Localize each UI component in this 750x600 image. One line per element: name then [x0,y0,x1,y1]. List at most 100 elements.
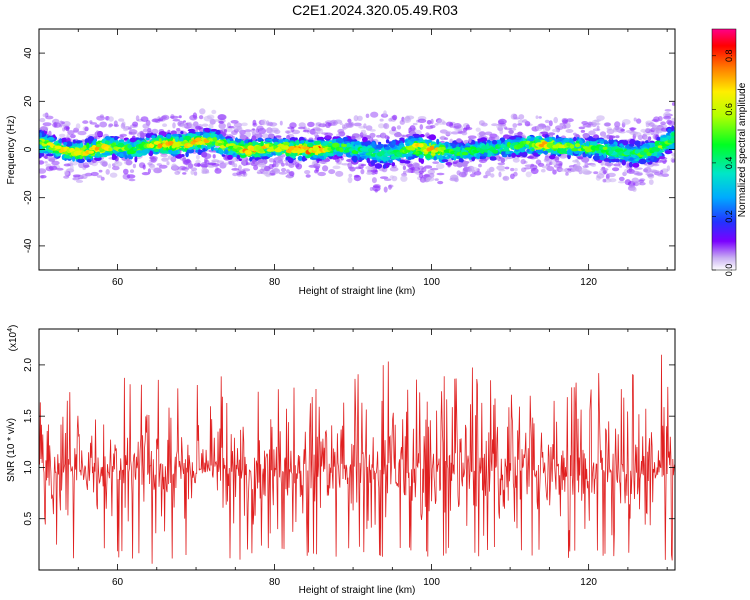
heatmap-halo-cell [383,123,388,129]
heatmap-cell [370,160,375,166]
heatmap-cell [585,141,590,147]
heatmap-halo-cell [236,172,242,176]
heatmap-cell [579,140,583,145]
heatmap-halo-cell [252,119,257,126]
heatmap-halo-cell [424,165,433,169]
heatmap-halo-cell [645,122,650,128]
heatmap-halo-cell [562,119,568,125]
heatmap-halo-cell [315,167,320,172]
heatmap-ridge-cell [608,150,613,155]
heatmap-cell [326,143,333,146]
heatmap-halo-cell [636,118,642,124]
heatmap-cell [403,160,411,164]
heatmap-halo-cell [39,117,46,123]
heatmap-halo-cell [469,173,476,178]
heatmap-cell [316,158,323,161]
heatmap-cell [239,134,247,140]
heatmap-cell [607,156,616,160]
heatmap-cell [307,143,314,148]
spectrogram-xlabel: Height of straight line (km) [299,286,416,297]
heatmap-halo-cell [48,130,52,136]
heatmap-cell [603,158,611,162]
heatmap-cell [548,155,556,160]
heatmap-cell [436,138,440,145]
heatmap-cell [374,163,383,169]
heatmap-halo-cell [510,167,515,172]
heatmap-ridge-cell [302,146,310,150]
colorbar: 0.0 0.2 0.4 0.6 0.8 Normalized spectral ampl… [711,28,748,276]
heatmap-cell [386,136,390,140]
heatmap-cell [249,156,253,162]
heatmap-halo-cell [403,116,412,123]
y-tick-label: 20 [23,95,34,107]
heatmap-cell [105,152,111,156]
heatmap-halo-cell [596,173,605,179]
heatmap-halo-cell [142,164,146,170]
heatmap-halo-cell [141,172,150,176]
heatmap-halo-cell [512,123,518,128]
chart-title: C2E1.2024.320.05.49.R03 [292,2,458,18]
heatmap-halo-cell [378,123,385,129]
heatmap-cell [391,139,396,146]
heatmap-cell [96,151,101,157]
heatmap-halo-cell [305,174,311,178]
heatmap-cell [351,155,358,162]
heatmap-halo-cell [108,124,112,128]
heatmap-halo-cell [203,115,213,122]
heatmap-halo-cell [286,169,290,174]
heatmap-cell [395,131,402,137]
heatmap-halo-cell [645,172,654,176]
heatmap-ridge-cell [111,142,116,148]
heatmap-halo-cell [63,175,70,179]
heatmap-cell [628,144,635,147]
heatmap-halo-cell [540,168,546,173]
heatmap-halo-cell [224,162,229,166]
heatmap-ridge-cell [168,140,174,146]
heatmap-cell [218,149,224,154]
heatmap-halo-cell [579,167,588,174]
heatmap-halo-cell [521,167,527,173]
heatmap-halo-cell [82,162,90,169]
heatmap-halo-cell [604,162,614,167]
heatmap-halo-cell [369,129,376,132]
heatmap-halo-cell [284,130,292,134]
spectrogram-panel: 60 80 100 120 -40 -20 0 20 40 Height of straight… [6,28,676,297]
heatmap-cell [174,136,179,143]
heatmap-halo-cell [160,154,168,158]
heatmap-ridge-cell [481,145,488,150]
heatmap-halo-cell [582,159,590,162]
heatmap-halo-cell [201,163,209,168]
heatmap-cell [61,137,68,144]
heatmap-cell [382,156,387,163]
heatmap-cell [65,141,73,147]
heatmap-halo-cell [208,123,214,130]
heatmap-cell [562,138,570,143]
heatmap-halo-cell [618,176,625,182]
heatmap-halo-cell [307,121,315,128]
heatmap-cell [399,159,406,164]
snr-scale-prefix: (x10 [8,331,19,351]
heatmap-halo-cell [522,119,528,123]
heatmap-halo-cell [445,121,454,127]
heatmap-cell [113,136,119,141]
heatmap-halo-cell [120,122,126,129]
heatmap-cell [254,161,260,165]
heatmap-halo-cell [496,125,502,129]
heatmap-halo-cell [370,111,379,118]
heatmap-cell [58,139,62,144]
heatmap-halo-cell [276,156,281,161]
heatmap-halo-cell [604,122,611,127]
heatmap-ridge-cell [341,143,347,148]
heatmap-halo-cell [256,125,264,131]
heatmap-halo-cell [281,167,287,173]
heatmap-halo-cell [105,169,110,175]
heatmap-cell [577,156,584,160]
heatmap-halo-cell [204,157,208,163]
heatmap-cell [519,146,526,153]
x-tick-label: 60 [112,277,124,288]
heatmap-halo-cell [389,175,395,179]
heatmap-halo-cell [649,169,658,173]
heatmap-halo-cell [123,168,129,175]
heatmap-halo-cell [182,159,190,165]
heatmap-ridge-cell [288,145,295,151]
